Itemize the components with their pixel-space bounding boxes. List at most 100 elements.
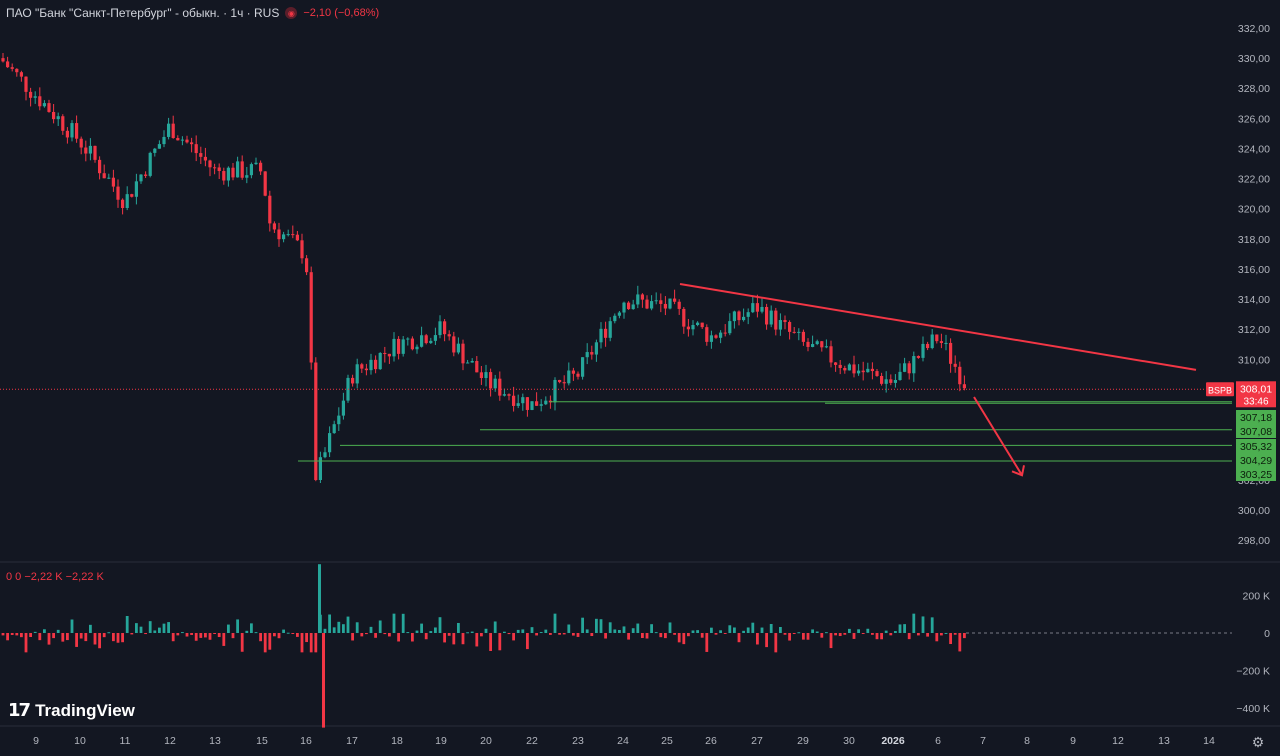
volume-bar — [719, 630, 722, 633]
x-tick-label: 30 — [843, 735, 855, 747]
candle-body — [107, 177, 111, 179]
candle-body — [650, 301, 654, 309]
candle-body — [392, 338, 396, 357]
candle-body — [466, 362, 470, 364]
candle-body — [530, 401, 534, 410]
volume-bar — [664, 633, 667, 639]
volume-bar — [107, 632, 111, 634]
ticker-badge — [1206, 382, 1234, 397]
y-tick-label: 330,00 — [1238, 53, 1270, 65]
candle-body — [778, 320, 782, 330]
volume-bar — [397, 633, 400, 642]
candle-body — [636, 294, 640, 305]
volume-bar — [378, 620, 382, 633]
candle-body — [558, 379, 562, 383]
candle-body — [19, 72, 23, 77]
candle-body — [562, 382, 566, 384]
candle-body — [295, 234, 299, 241]
candle-body — [949, 342, 953, 364]
candle-body — [760, 306, 764, 312]
candle-body — [824, 346, 828, 348]
volume-bar — [208, 633, 212, 640]
volume-bar — [769, 624, 773, 633]
volume-bar — [963, 633, 966, 639]
candle-body — [240, 161, 244, 178]
candle-body — [815, 341, 819, 345]
level-price-badge — [1236, 410, 1276, 424]
candle-body — [171, 123, 175, 139]
drawings — [0, 283, 1232, 477]
candle-body — [245, 175, 249, 178]
volume-bar — [346, 616, 350, 633]
volume-tick-label: −200 K — [1236, 666, 1270, 678]
candle-body — [452, 336, 456, 353]
candle-body — [47, 103, 51, 112]
volume-bar — [112, 633, 115, 642]
volume-bar — [369, 626, 373, 633]
tradingview-label: TradingView — [35, 700, 135, 720]
candle-body — [323, 452, 327, 458]
candle-body — [668, 298, 672, 309]
candle-body — [811, 344, 815, 347]
settings-gear-icon[interactable]: ⚙ — [1251, 734, 1265, 750]
candle-body — [121, 199, 125, 209]
volume-bar — [420, 623, 423, 633]
candle-body — [847, 364, 851, 371]
volume-bar — [746, 627, 750, 633]
volume-bar — [714, 633, 718, 635]
volume-bar — [277, 633, 281, 639]
level-price-badge — [1236, 453, 1276, 467]
candle-body — [622, 302, 626, 313]
volume-bar — [935, 633, 939, 642]
y-tick-label: 300,00 — [1238, 505, 1270, 517]
volume-bar — [503, 631, 506, 633]
candle-body — [507, 394, 511, 396]
volume-bar — [388, 633, 391, 637]
volume-bar — [20, 633, 23, 638]
candle-body — [581, 357, 585, 377]
volume-bar — [636, 623, 640, 633]
candle-body — [728, 321, 732, 334]
volume-tick-label: 200 K — [1243, 590, 1270, 602]
volume-bar — [457, 622, 460, 633]
volume-bar — [24, 633, 28, 653]
volume-bar — [93, 633, 97, 645]
candle-body — [930, 334, 934, 349]
y-tick-label: 324,00 — [1238, 143, 1270, 155]
volume-bar — [618, 629, 621, 633]
level-price-label: 304,29 — [1240, 455, 1272, 467]
volume-bar — [15, 633, 19, 636]
candle-body — [705, 327, 709, 342]
candle-body — [801, 331, 805, 342]
volume-indicator-legend[interactable]: 0 0 −2,22 K −2,22 K — [6, 571, 104, 583]
volume-bar — [544, 629, 548, 633]
candle-body — [714, 335, 718, 338]
x-tick-label: 2026 — [881, 735, 905, 747]
volume-bar — [838, 633, 842, 637]
tradingview-logo[interactable]: 𝟭𝟳 TradingView — [8, 700, 135, 721]
x-tick-label: 9 — [33, 735, 39, 747]
volume-bar — [875, 633, 879, 640]
candle-body — [493, 378, 497, 389]
chart-header: ПАО "Банк "Санкт-Петербург" - обыкн. · 1… — [6, 6, 379, 20]
candle-body — [806, 341, 810, 347]
symbol-title[interactable]: ПАО "Банк "Санкт-Петербург" - обыкн. · 1… — [6, 6, 280, 20]
volume-bar — [806, 633, 810, 640]
candle-body — [162, 136, 166, 145]
candle-body — [585, 352, 589, 358]
candle-body — [921, 343, 925, 358]
volume-bar — [645, 633, 649, 639]
candle-body — [364, 368, 368, 371]
candle-body — [29, 91, 33, 98]
volume-bar — [429, 631, 433, 633]
candle-body — [305, 258, 309, 273]
volume-bar — [56, 629, 60, 633]
candle-body — [774, 310, 778, 330]
candle-body — [939, 341, 943, 343]
volume-bar — [480, 633, 483, 637]
volume-bar — [360, 633, 364, 637]
candle-body — [397, 338, 401, 354]
volume-bar — [447, 633, 451, 636]
candle-body — [599, 328, 603, 343]
